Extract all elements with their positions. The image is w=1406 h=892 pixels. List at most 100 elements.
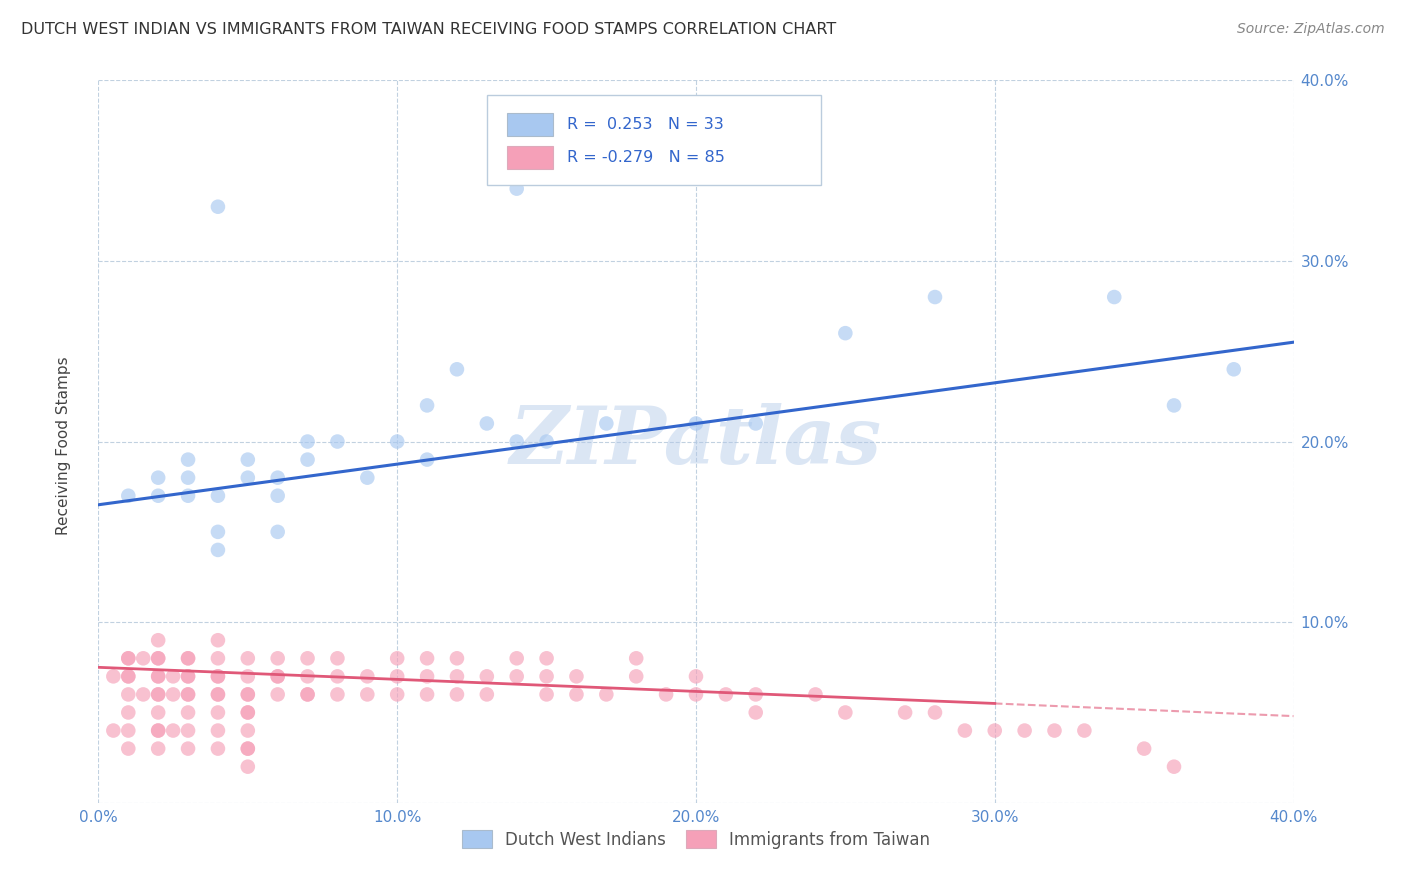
Point [804,687,827,701]
Point [207,200,229,214]
Point [117,723,139,738]
Legend: Dutch West Indians, Immigrants from Taiwan: Dutch West Indians, Immigrants from Taiw… [461,830,931,848]
Point [626,651,648,665]
Point [207,669,229,683]
Point [984,723,1007,738]
Point [714,163,737,178]
Point [446,651,468,665]
Point [207,542,229,557]
Point [207,723,229,738]
Point [894,706,917,720]
Point [536,669,558,683]
Point [297,651,319,665]
Point [506,182,529,196]
Point [446,669,468,683]
Point [162,669,184,683]
Point [416,452,439,467]
Point [207,633,229,648]
Point [148,651,170,665]
Point [236,741,259,756]
Point [1163,760,1185,774]
Point [416,687,439,701]
Point [267,669,290,683]
Point [626,669,648,683]
Point [267,687,290,701]
Point [834,326,856,340]
Point [685,687,707,701]
Point [148,669,170,683]
Point [1223,362,1246,376]
Point [745,706,768,720]
Point [236,760,259,774]
Point [297,669,319,683]
Point [416,398,439,412]
Point [207,687,229,701]
Point [416,669,439,683]
Point [565,669,588,683]
Point [103,669,125,683]
Point [148,471,170,485]
Text: Receiving Food Stamps: Receiving Food Stamps [56,357,70,535]
Point [177,669,200,683]
Point [148,687,170,701]
Point [132,651,155,665]
Point [1014,723,1036,738]
Point [148,687,170,701]
Point [103,723,125,738]
Point [385,687,409,701]
Point [595,687,617,701]
FancyBboxPatch shape [486,95,821,185]
Point [148,669,170,683]
Point [162,723,184,738]
Point [177,669,200,683]
Point [148,633,170,648]
Point [177,741,200,756]
Point [207,489,229,503]
Point [1104,290,1126,304]
Point [475,669,498,683]
Point [177,651,200,665]
Point [117,741,139,756]
Point [148,741,170,756]
Point [745,417,768,431]
Point [177,651,200,665]
Text: ZIPatlas: ZIPatlas [510,403,882,480]
Point [356,471,378,485]
Point [236,741,259,756]
Point [236,669,259,683]
Point [446,687,468,701]
Text: DUTCH WEST INDIAN VS IMMIGRANTS FROM TAIWAN RECEIVING FOOD STAMPS CORRELATION CH: DUTCH WEST INDIAN VS IMMIGRANTS FROM TAI… [21,22,837,37]
Point [326,651,349,665]
Point [685,669,707,683]
Point [117,687,139,701]
Point [236,687,259,701]
Point [148,723,170,738]
Point [207,524,229,539]
Point [475,417,498,431]
Point [1043,723,1066,738]
Point [536,651,558,665]
Point [117,669,139,683]
Point [177,489,200,503]
FancyBboxPatch shape [508,146,553,169]
Point [148,706,170,720]
Point [326,687,349,701]
Point [117,669,139,683]
Point [385,434,409,449]
Point [565,687,588,701]
Point [207,651,229,665]
Point [446,362,468,376]
Point [745,687,768,701]
Point [148,651,170,665]
Point [416,651,439,665]
Point [297,452,319,467]
Point [162,687,184,701]
Point [506,669,529,683]
Point [356,669,378,683]
Point [1163,398,1185,412]
Point [177,706,200,720]
Point [236,706,259,720]
Point [236,723,259,738]
Point [953,723,976,738]
Point [177,687,200,701]
